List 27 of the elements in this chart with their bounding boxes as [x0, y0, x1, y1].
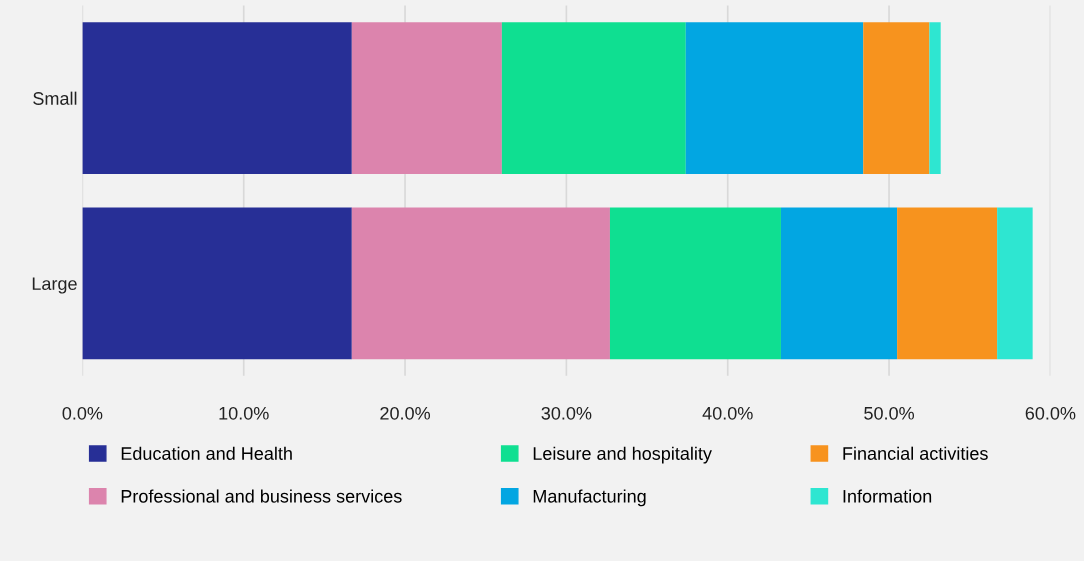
legend-label: Education and Health	[121, 446, 292, 460]
bar	[780, 207, 898, 360]
x-tick-label: 60.0%	[1025, 406, 1076, 420]
y-tick-label: Large	[32, 277, 77, 294]
bar	[863, 22, 930, 175]
bar	[897, 207, 998, 360]
bar	[609, 207, 781, 360]
legend-label: Manufacturing	[533, 489, 646, 507]
x-tick-label: 40.0%	[702, 406, 753, 420]
legend-label: Leisure and hospitality	[533, 446, 712, 464]
bar	[929, 22, 941, 175]
x-tick-label: 30.0%	[541, 406, 592, 420]
bar	[82, 207, 352, 360]
x-tick-label: 50.0%	[864, 406, 915, 420]
y-tick-label: Small	[33, 91, 77, 105]
bar	[351, 207, 610, 360]
legend-label: Professional and business services	[121, 489, 402, 503]
x-tick-label: 10.0%	[219, 406, 269, 420]
x-tick-label: 20.0%	[380, 406, 431, 420]
bar	[82, 22, 352, 175]
bar	[501, 22, 686, 175]
x-tick-label: 0.0%	[62, 406, 103, 420]
legend-label: Financial activities	[843, 446, 988, 460]
bar	[685, 22, 864, 175]
bar	[997, 207, 1033, 360]
bar	[351, 22, 502, 175]
legend-label: Information	[843, 489, 932, 503]
